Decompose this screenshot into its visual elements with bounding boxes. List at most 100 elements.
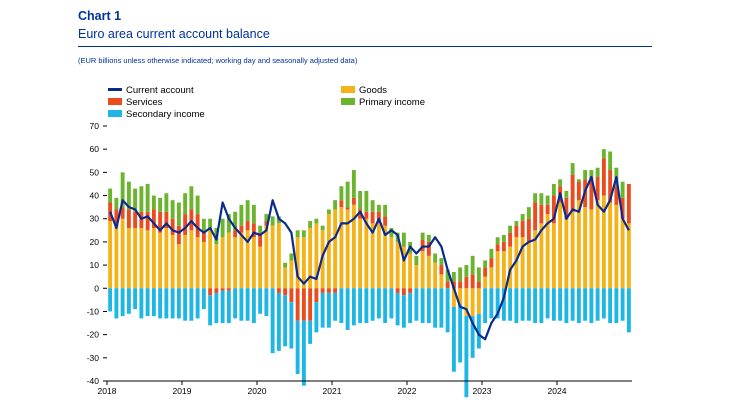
bar-services [489,258,494,268]
bar-primary-income [433,253,438,263]
bar-services [345,207,350,210]
bar-goods [508,246,513,289]
legend-item-services: Services [108,97,163,108]
bar-services [364,211,369,219]
legend-swatch [108,98,122,105]
bar-primary-income [289,253,294,261]
bar-services [208,288,213,296]
bar-services [526,218,531,242]
bar-goods [533,230,538,289]
bar-goods [339,207,344,289]
bar-secondary-income [489,288,494,319]
x-tick-label: 2022 [398,386,417,396]
bar-services [120,207,125,219]
bar-primary-income [495,237,500,245]
bar-goods [176,244,181,289]
bar-primary-income [414,255,419,266]
x-tick-label: 2019 [173,386,192,396]
bar-services [333,288,338,293]
bar-secondary-income [145,288,150,317]
bar-primary-income [351,170,356,198]
y-tick-label: 50 [90,167,100,177]
bar-services [245,221,250,231]
bar-goods [170,234,175,289]
bar-primary-income [583,170,588,180]
bar-services [495,244,500,252]
legend-label: Goods [359,85,387,96]
bar-primary-income [376,204,381,212]
bar-goods [139,228,144,289]
bar-services [145,211,150,231]
bar-primary-income [283,262,288,268]
bar-secondary-income [558,288,563,321]
bar-goods [483,276,488,289]
bar-services [576,181,581,201]
bar-services [376,211,381,224]
bar-goods [545,214,550,289]
bar-services [301,288,306,321]
bar-goods [108,221,113,289]
bar-primary-income [151,195,156,210]
bar-secondary-income [233,288,238,319]
legend-swatch [341,86,355,93]
bar-secondary-income [183,288,188,321]
bar-primary-income [476,267,481,282]
y-tick-label: 10 [90,260,100,270]
bar-primary-income [245,200,250,222]
bar-services [445,281,450,289]
legend-item-current-account: Current account [108,85,194,96]
bar-secondary-income [601,288,606,319]
bar-goods [433,262,438,289]
bar-services [551,195,556,224]
line-layer [109,175,630,341]
bar-services [258,232,263,247]
bar-services [470,274,475,289]
bar-goods [251,237,256,289]
bar-secondary-income [333,292,338,321]
bar-services [189,209,194,231]
bar-goods [558,202,563,289]
bar-goods [620,218,625,289]
bar-services [439,265,444,275]
bar-goods [614,204,619,289]
bar-secondary-income [214,292,219,324]
bar-secondary-income [139,288,144,319]
bar-goods [133,228,138,289]
bar-goods [189,230,194,289]
bar-services [158,211,163,233]
bar-goods [233,237,238,289]
bar-goods [464,288,469,317]
bar-secondary-income [320,292,325,328]
bar-primary-income [339,186,344,201]
bar-secondary-income [339,288,344,324]
bar-goods [570,211,575,289]
bar-primary-income [464,265,469,277]
bar-services [620,197,625,219]
bar-services [176,225,181,245]
legend-label: Primary income [359,97,425,108]
bar-services [164,211,169,228]
bar-secondary-income [576,288,581,324]
bar-secondary-income [583,288,588,321]
bar-primary-income [233,211,238,231]
bar-secondary-income [258,288,263,314]
bar-secondary-income [526,288,531,321]
bar-secondary-income [108,288,113,312]
bar-primary-income [489,248,494,259]
bar-primary-income [364,190,369,212]
y-tick-label: 60 [90,144,100,154]
bar-goods [408,253,413,289]
bar-secondary-income [395,292,400,326]
bar-secondary-income [301,320,306,386]
bar-services [289,288,294,303]
bar-secondary-income [308,320,313,344]
bar-services [233,230,238,238]
bar-secondary-income [514,288,519,324]
y-tick-label: -20 [87,330,100,340]
bar-secondary-income [545,288,550,319]
bar-primary-income [264,214,269,222]
bar-secondary-income [264,288,269,317]
bar-primary-income [314,218,319,224]
bar-secondary-income [195,288,200,319]
bar-services [314,288,319,303]
